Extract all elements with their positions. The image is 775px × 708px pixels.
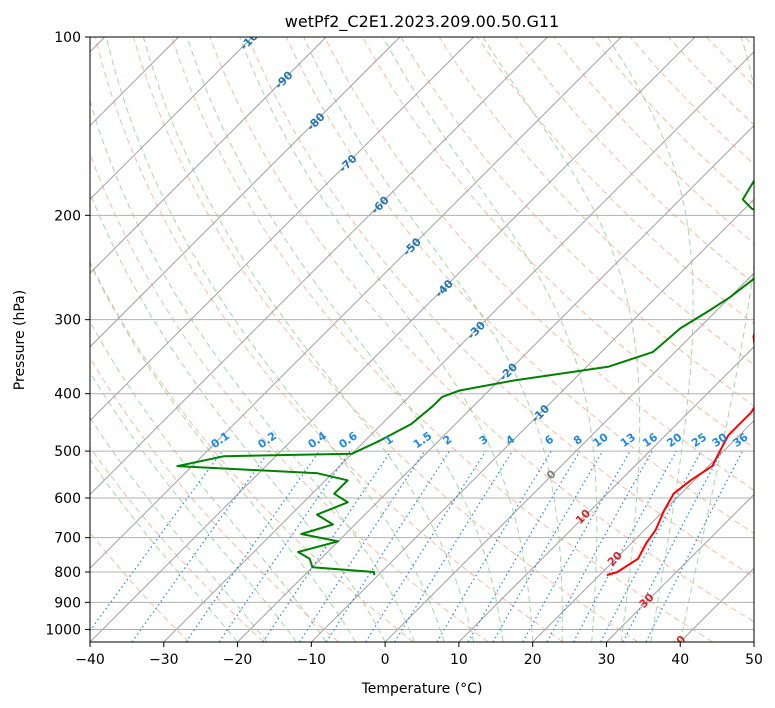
isotherm-line bbox=[310, 198, 754, 642]
moist-adiabat bbox=[382, 37, 598, 642]
moist-adiabat bbox=[90, 458, 238, 642]
y-tick-label: 400 bbox=[54, 387, 81, 403]
dry-adiabat bbox=[285, 37, 754, 535]
dry-adiabat bbox=[171, 37, 713, 642]
y-tick-label: 500 bbox=[54, 444, 81, 460]
isotherm-line bbox=[163, 51, 754, 642]
x-tick-label: 0 bbox=[381, 652, 390, 668]
axes: −40 −30 −20 −10 0 10 20 30 40 50 100 200 300 400 500 60… bbox=[45, 30, 763, 668]
mixing-ratio-line bbox=[365, 450, 487, 642]
x-tick-label: 30 bbox=[598, 652, 616, 668]
dry-adiabat bbox=[438, 37, 754, 366]
x-axis-title: Temperature (°C) bbox=[361, 681, 483, 697]
mixing-ratio-line bbox=[572, 450, 677, 642]
y-tick-label: 100 bbox=[54, 30, 81, 46]
moist-adiabat bbox=[90, 371, 298, 642]
isotherm-line bbox=[90, 37, 475, 422]
dry-adiabat bbox=[132, 37, 639, 642]
isotherm-line bbox=[606, 493, 754, 642]
dry-adiabat bbox=[90, 446, 265, 642]
moist-adiabat bbox=[186, 37, 504, 642]
moist-adiabat bbox=[679, 37, 754, 642]
x-tick-label: −20 bbox=[223, 652, 253, 668]
chart-title: wetPf2_C2E1.2023.209.00.50.G11 bbox=[285, 12, 559, 32]
plot-frame bbox=[89, 36, 755, 643]
x-tick-label: 50 bbox=[745, 652, 763, 668]
y-tick-label: 700 bbox=[54, 531, 81, 547]
dry-adiabat bbox=[323, 37, 754, 491]
dry-adiabat bbox=[247, 37, 754, 578]
x-tick-label: −30 bbox=[149, 652, 179, 668]
y-tick-label: 200 bbox=[54, 208, 81, 224]
dry-adiabat bbox=[90, 260, 414, 642]
background-lines bbox=[90, 37, 754, 642]
isotherm-line bbox=[90, 37, 401, 348]
isotherm-line bbox=[90, 37, 327, 274]
moist-adiabat bbox=[90, 320, 327, 642]
moist-adiabat bbox=[607, 37, 694, 642]
moist-adiabat bbox=[482, 37, 641, 642]
y-tick-label: 300 bbox=[54, 313, 81, 329]
isotherm-line bbox=[90, 37, 253, 201]
y-tick-label: 600 bbox=[54, 491, 81, 507]
x-tick-label: 10 bbox=[450, 652, 468, 668]
moist-adiabat bbox=[90, 262, 357, 642]
x-tick-label: 40 bbox=[671, 652, 689, 668]
x-tick-label: 20 bbox=[524, 652, 542, 668]
mixing-ratio-line bbox=[325, 450, 450, 642]
y-tick-label: 900 bbox=[54, 595, 81, 611]
temperature-profile-line bbox=[606, 332, 754, 577]
dewpoint-profile-line bbox=[176, 179, 754, 576]
isotherm-line bbox=[90, 37, 622, 569]
mixing-ratio-line bbox=[299, 450, 426, 642]
dry-adiabat bbox=[94, 37, 564, 642]
isotherm-line bbox=[90, 37, 696, 642]
mixing-ratio-line bbox=[436, 450, 552, 642]
mixing-ratio-line bbox=[262, 450, 392, 642]
mixing-ratio-line bbox=[467, 450, 581, 642]
dry-adiabat bbox=[209, 37, 754, 623]
isotherm-line bbox=[532, 419, 754, 642]
moist-adiabat bbox=[303, 37, 563, 642]
mixing-ratio-line bbox=[131, 450, 270, 642]
mixing-ratio-line bbox=[394, 450, 513, 642]
series-layer bbox=[176, 179, 754, 577]
moist-adiabat bbox=[239, 37, 534, 642]
moist-adiabat bbox=[105, 37, 445, 642]
isotherm-line bbox=[458, 346, 754, 642]
moist-adiabat bbox=[142, 37, 475, 642]
x-tick-label: −40 bbox=[75, 652, 105, 668]
dry-adiabat bbox=[476, 37, 754, 325]
mixing-ratio-line bbox=[218, 450, 351, 642]
mixing-ratio-line bbox=[185, 450, 320, 642]
y-tick-label: 1000 bbox=[45, 622, 81, 638]
isotherm-line bbox=[384, 272, 754, 642]
moist-adiabat bbox=[90, 191, 386, 642]
y-axis-title: Pressure (hPa) bbox=[12, 290, 28, 390]
plot-area bbox=[90, 37, 754, 642]
isotherm-label-warm: 40 bbox=[668, 633, 688, 653]
isotherm-line bbox=[90, 37, 548, 496]
y-tick-label: 800 bbox=[54, 565, 81, 581]
moist-adiabat bbox=[90, 416, 268, 642]
x-tick-label: −10 bbox=[297, 652, 327, 668]
